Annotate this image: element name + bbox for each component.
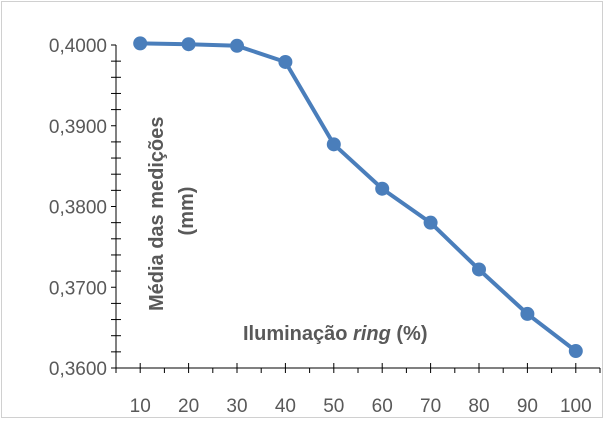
y-tick-label: 0,3900 <box>49 117 107 138</box>
data-point <box>423 215 438 230</box>
series-points <box>133 36 583 359</box>
data-point <box>520 306 535 321</box>
data-point <box>568 344 583 359</box>
data-point <box>133 36 148 51</box>
x-tick-label: 60 <box>372 396 393 417</box>
data-point <box>375 181 390 196</box>
x-axis-title: Iluminação ring (%) <box>243 323 427 345</box>
y-axis-title-line-2: (mm) <box>176 187 198 236</box>
y-tick-label: 0,3800 <box>49 198 107 219</box>
x-tick-label: 20 <box>178 396 199 417</box>
x-axis-title-part-1: Iluminação <box>243 323 353 345</box>
y-tick-label: 0,3600 <box>49 359 107 380</box>
x-tick-label: 100 <box>560 396 592 417</box>
data-point <box>230 38 244 53</box>
y-axis-title: Média das medições (mm) <box>146 111 198 311</box>
x-tick-label: 30 <box>226 396 247 417</box>
y-axis-title-line-1: Média das medições <box>146 117 168 312</box>
y-tick-label: 0,4000 <box>49 36 107 57</box>
y-tick-labels: 0,3600 0,3700 0,3800 0,3900 0,4000 <box>49 36 107 380</box>
x-tick-labels: 10 20 30 40 50 60 70 80 90 100 <box>130 396 592 417</box>
x-tick-label: 10 <box>130 396 151 417</box>
x-tick-label: 80 <box>468 396 489 417</box>
x-axis-title-part-2: ring <box>353 323 391 345</box>
data-point <box>326 137 341 152</box>
x-tick-label: 50 <box>323 396 344 417</box>
x-tick-label: 40 <box>275 396 296 417</box>
y-tick-label: 0,3700 <box>49 278 107 299</box>
x-tick-label: 70 <box>420 396 441 417</box>
x-tick-label: 90 <box>517 396 538 417</box>
series-line <box>140 41 578 353</box>
data-point <box>472 262 486 277</box>
data-point <box>278 54 293 69</box>
data-point <box>181 37 196 52</box>
x-axis-title-part-3: (%) <box>391 323 428 345</box>
